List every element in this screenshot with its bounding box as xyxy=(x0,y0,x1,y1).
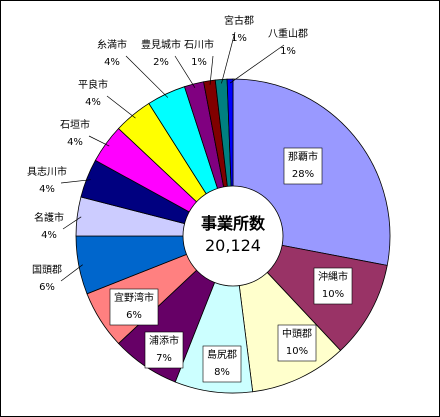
slice-label-box xyxy=(202,345,242,383)
slice-label-box xyxy=(313,267,353,305)
leader-line xyxy=(106,95,136,119)
label-group: 那覇市 28% 沖縄市 10%中頭郡 10% 島尻郡 8% 浦添市 7% 宜野湾市 6% 国頭郡 6% 名… xyxy=(27,14,353,383)
slice-label-box xyxy=(109,288,159,326)
slice-label-box xyxy=(277,324,317,362)
leader-line xyxy=(209,55,214,85)
leader-line-group xyxy=(60,31,285,282)
slice-label-box xyxy=(144,331,184,369)
leader-line xyxy=(60,264,83,282)
slice-label: 平良市 4% xyxy=(78,78,108,108)
slice-label: 宜野湾市 6% xyxy=(114,291,154,321)
center-value: 20,124 xyxy=(205,236,261,255)
leader-line xyxy=(60,179,91,184)
slice-label: 八重山郡 1% xyxy=(268,27,308,57)
leader-line xyxy=(229,44,285,84)
leader-line xyxy=(62,216,82,230)
leader-line xyxy=(174,55,196,88)
slice-label: 具志川市 4% xyxy=(27,165,67,195)
center-title: 事業所数 xyxy=(201,214,266,233)
slice-label: 島尻郡 8% xyxy=(207,348,237,378)
slice-label: 宮古郡 1% xyxy=(224,14,254,44)
slice-label: 浦添市 7% xyxy=(149,334,179,364)
slice-label: 沖縄市 10% xyxy=(318,270,348,300)
slice-label: 国頭郡 6% xyxy=(32,264,62,293)
slice-label: 中頭郡 10% xyxy=(282,327,312,357)
slice-label: 石川市 1% xyxy=(184,38,214,68)
slice-label: 那覇市 28% xyxy=(288,150,318,180)
slice-label: 石垣市 4% xyxy=(60,118,90,148)
leader-line xyxy=(125,55,169,98)
leader-line xyxy=(221,31,236,84)
slice-label: 糸満市 4% xyxy=(97,38,127,68)
leader-line xyxy=(88,135,110,147)
slice-label-box xyxy=(283,147,323,185)
slice-label: 豊見城市 2% xyxy=(141,38,181,68)
slice-label: 名護市 4% xyxy=(34,211,64,241)
donut-hole xyxy=(182,185,284,287)
